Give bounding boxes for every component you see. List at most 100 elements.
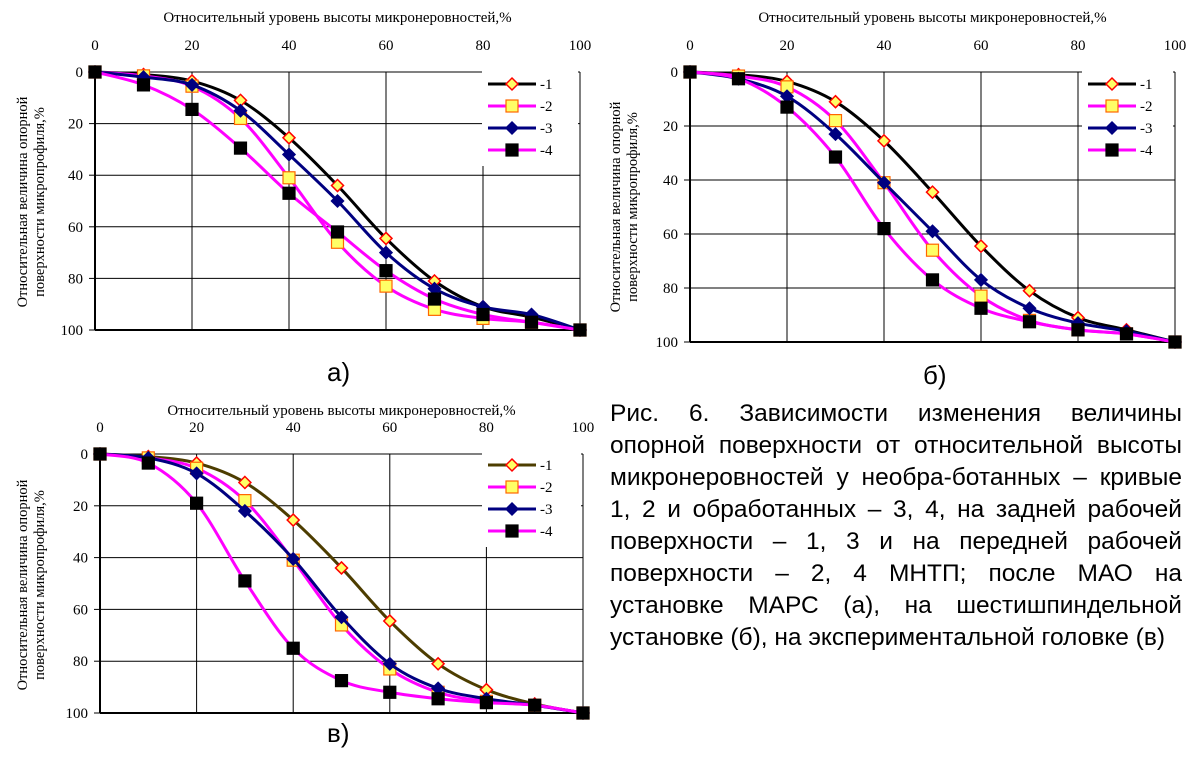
legend-marker [505,524,519,538]
x-tick-label: 20 [185,38,200,54]
x-tick-label: 60 [382,420,397,436]
data-point [1022,315,1037,329]
legend-label: -3 [540,121,553,137]
data-point [286,641,300,655]
data-point [281,147,297,162]
data-point [238,574,252,588]
legend-label: -4 [540,524,553,540]
legend-label: -4 [1140,143,1153,159]
legend-item-2: -2 [488,480,553,496]
legend-item-2: -2 [488,99,553,115]
y-tick-label: 60 [68,220,83,236]
chart-svg-a: Относительный уровень высоты микронеровн… [61,10,592,339]
legend-label: -2 [1140,99,1153,115]
data-point [828,113,843,128]
y-tick-label: 20 [68,117,83,133]
data-point [427,292,442,306]
y-tick-label: 80 [663,281,678,297]
x-tick-label: 40 [877,38,892,54]
data-point [1071,323,1085,337]
y-tick-label: 60 [663,227,678,243]
legend-item-1: -1 [488,457,553,474]
data-point [1168,335,1182,349]
data-point [237,503,252,519]
legend-marker [1104,120,1120,136]
data-point [828,127,843,142]
data-point [378,231,394,246]
y-tick-label: 0 [671,65,679,81]
x-tick-label: 60 [379,38,394,54]
y-axis-title-c: Относительная величина опорной поверхнос… [15,479,48,691]
legend-item-3: -3 [1088,120,1153,137]
x-tick-label: 100 [1164,38,1187,54]
data-point [828,94,843,109]
data-point [330,178,345,193]
legend-item-3: -3 [488,501,553,518]
data-point [431,692,445,706]
legend-marker [1105,143,1119,157]
data-point [828,150,843,164]
y-tick-label: 100 [656,335,679,351]
x-tick-label: 20 [780,38,795,54]
panel-label-c: в) [327,718,350,748]
legend-item-4: -4 [488,143,553,159]
data-point [731,72,746,86]
data-point [476,307,490,322]
legend-label: -1 [1140,77,1153,93]
legend-item-1: -1 [488,76,553,93]
x-tick-label: 20 [189,420,204,436]
panel-label-b: б) [923,360,947,390]
data-point [184,77,200,92]
legend-marker [1105,99,1119,113]
data-point [925,243,940,257]
chart-svg-b: Относительный уровень высоты микронеровн… [656,10,1187,351]
y-tick-label: 100 [61,323,84,339]
legend-marker [505,480,519,494]
data-point [330,225,345,239]
x-tick-label: 40 [286,420,301,436]
data-point [379,279,393,293]
legend-label: -1 [540,77,553,93]
x-tick-label: 80 [476,38,491,54]
legend-marker [505,143,519,157]
data-point [282,186,296,200]
x-axis-title: Относительный уровень высоты микронеровн… [758,10,1106,26]
data-point [334,674,349,688]
series-4 [88,65,587,337]
data-point [431,656,446,671]
legend-marker [1104,76,1120,92]
x-tick-label: 100 [572,420,595,436]
data-point [382,656,397,671]
x-tick-label: 60 [974,38,989,54]
chart-panel-a: Относительный уровень высоты микронеровн… [0,0,600,395]
data-point [683,65,697,79]
y-tick-label: 40 [663,173,678,189]
legend-item-4: -4 [488,524,553,540]
legend-marker [504,501,520,517]
legend-item-3: -3 [488,120,553,137]
y-tick-label: 40 [73,551,88,567]
data-point [233,103,248,118]
x-axis-title: Относительный уровень высоты микронеровн… [163,10,511,26]
legend-label: -2 [540,99,553,115]
data-point [925,185,940,200]
y-tick-label: 0 [81,447,89,463]
data-point [88,65,102,79]
data-point [330,193,345,209]
data-point [974,301,988,315]
data-point [479,696,493,710]
data-point [383,685,397,699]
legend-label: -1 [540,458,553,474]
x-tick-label: 0 [686,38,694,54]
chart-panel-b: Относительный уровень высоты микронеровн… [600,0,1190,395]
legend-item-4: -4 [1088,143,1153,159]
series-4 [683,65,1182,349]
data-point [281,130,297,145]
data-point [973,272,989,287]
data-point [573,323,587,337]
data-point [286,551,301,566]
data-point [379,264,393,278]
data-point [233,141,248,155]
y-tick-label: 0 [76,65,84,81]
data-point [780,100,794,114]
